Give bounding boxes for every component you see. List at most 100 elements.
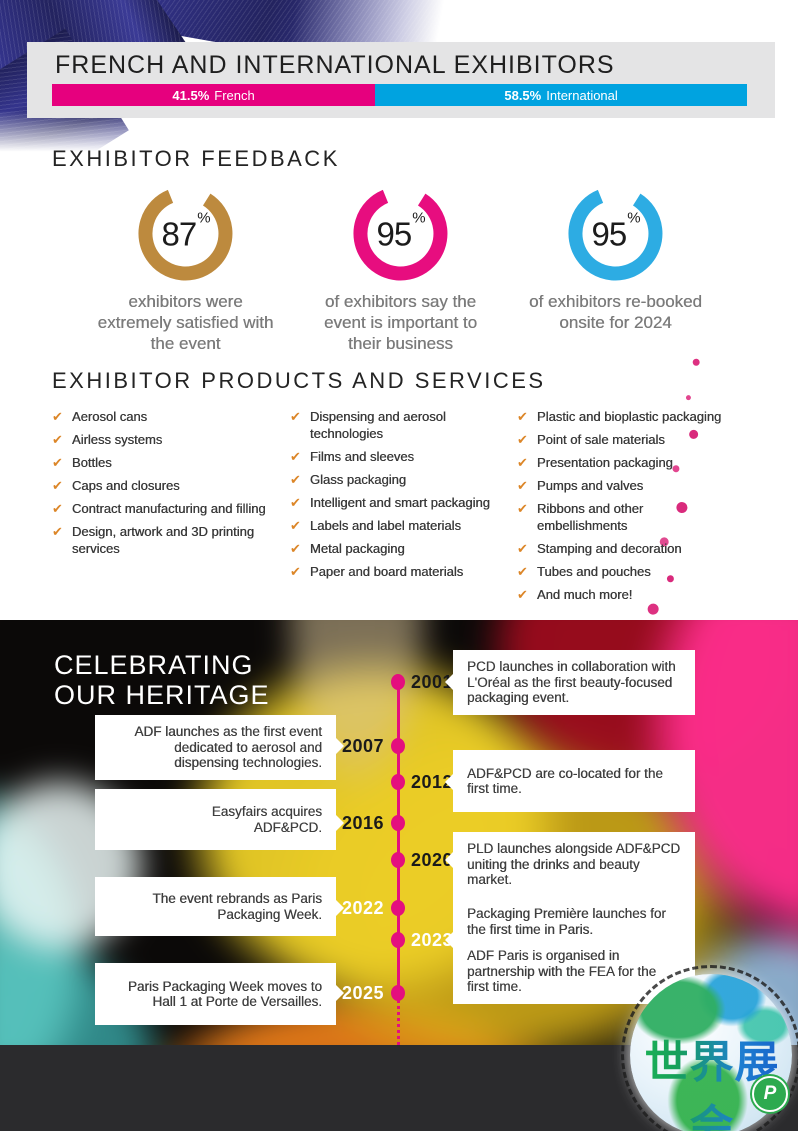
watermark-text: 世界展会 [624, 1026, 798, 1131]
product-label: Contract manufacturing and filling [71, 501, 266, 516]
timeline-event-box-2025: Paris Packaging Week moves to Hall 1 at … [95, 963, 344, 1025]
event-text: ADF&PCD are co-located for the first tim… [467, 765, 663, 797]
international-label: International [546, 87, 618, 103]
timeline-event-box-2001: PCD launches in collaboration with L'Oré… [445, 650, 695, 715]
product-label: Tubes and pouches [536, 564, 651, 579]
donut-chart-icon [568, 189, 663, 281]
french-label: French [214, 87, 255, 103]
product-item: ✔ Presentation packaging [517, 454, 765, 471]
product-item: ✔ Metal packaging [290, 540, 517, 557]
product-item: ✔ Pumps and valves [517, 477, 765, 494]
product-label: Ribbons and other embellishments [536, 501, 644, 533]
products-column-2: ✔ Dispensing and aerosol technologies ✔ Fi… [290, 408, 517, 609]
check-icon: ✔ [290, 541, 301, 556]
donut-ring: 95% [568, 186, 663, 281]
product-label: Pumps and valves [536, 478, 644, 493]
product-label: Plastic and bioplastic packaging [536, 409, 722, 424]
product-label: Stamping and decoration [536, 541, 682, 556]
products-title: EXHIBITOR PRODUCTS AND SERVICES [52, 368, 546, 393]
product-label: Dispensing and aerosol technologies [309, 409, 446, 441]
check-icon: ✔ [517, 564, 528, 579]
check-icon: ✔ [290, 495, 301, 510]
feedback-section: EXHIBITOR FEEDBACK 87% exhibitors were e… [0, 146, 798, 354]
timeline-year: 2001 [411, 672, 454, 692]
bar-segment-french: 41.5% French [52, 84, 376, 106]
timeline-dot [391, 774, 405, 790]
check-icon: ✔ [290, 564, 301, 579]
product-label: Caps and closures [71, 478, 180, 493]
check-icon: ✔ [517, 587, 528, 602]
french-percentage: 41.5% [172, 87, 210, 103]
check-icon: ✔ [290, 472, 301, 487]
timeline-dot [391, 738, 405, 754]
donut-arc [568, 189, 663, 281]
timeline-dot [391, 674, 405, 690]
timeline-event-box-2007: ADF launches as the first event dedicate… [95, 715, 344, 780]
event-text: ADF launches as the first event dedicate… [134, 724, 322, 770]
product-item: ✔ Films and sleeves [290, 448, 517, 465]
stat-value: 95% [373, 210, 428, 250]
product-label: Glass packaging [309, 472, 407, 487]
event-text: PCD launches in collaboration with L'Oré… [467, 659, 676, 705]
products-column-1: ✔ Aerosol cans ✔ Airless systems ✔ Bottles … [52, 408, 280, 609]
products-columns: ✔ Aerosol cans ✔ Airless systems ✔ Bottles … [0, 408, 798, 609]
timeline-year: 2022 [341, 898, 384, 918]
product-label: Presentation packaging [536, 455, 673, 470]
check-icon: ✔ [290, 518, 301, 533]
product-item: ✔ Point of sale materials [517, 431, 765, 448]
products-section: EXHIBITOR PRODUCTS AND SERVICES ✔ Aerosol… [0, 368, 798, 609]
stat-value: 87% [158, 210, 213, 250]
stat-caption: of exhibitors re-booked onsite for 2024 [529, 292, 702, 332]
check-icon: ✔ [290, 409, 301, 424]
stat-caption: of exhibitors say the event is important… [323, 292, 478, 353]
product-item: ✔ Tubes and pouches [517, 563, 765, 580]
product-item: ✔ Bottles [52, 454, 280, 471]
event-text: The event rebrands as Paris Packaging We… [152, 891, 322, 922]
product-item: ✔ Glass packaging [290, 471, 517, 488]
donut-ring: 95% [353, 186, 448, 281]
product-label: Bottles [71, 455, 112, 470]
heritage-section: CELEBRATING OUR HERITAGE 2001 2007 2012 … [0, 620, 798, 1045]
check-icon: ✔ [517, 409, 528, 424]
timeline-year: 2012 [411, 772, 454, 792]
check-icon: ✔ [517, 541, 528, 556]
timeline-dot [391, 852, 405, 868]
timeline-line [397, 682, 400, 993]
french-international-bar: 41.5% French 58.5% International [52, 84, 747, 106]
timeline-event-box-2022: The event rebrands as Paris Packaging We… [95, 877, 344, 936]
product-item: ✔ Design, artwork and 3D printing service… [52, 523, 280, 557]
check-icon: ✔ [52, 524, 63, 539]
donut-chart-icon [138, 189, 233, 281]
timeline-year: 2023 [411, 930, 454, 950]
feedback-stats-row: 87% exhibitors were extremely satisfied … [0, 186, 798, 354]
heritage-title: CELEBRATING OUR HERITAGE [54, 650, 270, 711]
check-icon: ✔ [52, 409, 63, 424]
products-column-3: ✔ Plastic and bioplastic packaging ✔ Point… [517, 408, 765, 609]
product-label: Paper and board materials [309, 564, 464, 579]
product-label: Labels and label materials [309, 518, 461, 533]
percent-sign: % [412, 209, 426, 226]
timeline-year: 2007 [341, 736, 384, 756]
product-item: ✔ Ribbons and other embellishments [517, 500, 765, 534]
timeline-event-box-2020: PLD launches alongside ADF&PCD uniting t… [445, 832, 695, 897]
percent-sign: % [627, 209, 641, 226]
check-icon: ✔ [52, 501, 63, 516]
bar-segment-international: 58.5% International [375, 84, 747, 106]
timeline-year: 2025 [341, 983, 384, 1003]
check-icon: ✔ [517, 455, 528, 470]
timeline-dot [391, 932, 405, 948]
product-label: Design, artwork and 3D printing services [71, 524, 254, 556]
event-text: PLD launches alongside ADF&PCD uniting t… [467, 841, 681, 887]
timeline-dot [391, 815, 405, 831]
product-label: Airless systems [71, 432, 163, 447]
product-label: Metal packaging [309, 541, 405, 556]
feedback-title: EXHIBITOR FEEDBACK [52, 146, 340, 171]
stat-important: 95% of exhibitors say the event is impor… [293, 186, 508, 354]
check-icon: ✔ [517, 501, 528, 516]
watermark-badge: P [752, 1076, 788, 1112]
product-item: ✔ Intelligent and smart packaging [290, 494, 517, 511]
percent-sign: % [197, 209, 211, 226]
product-item: ✔ Airless systems [52, 431, 280, 448]
product-item: ✔ Contract manufacturing and filling [52, 500, 280, 517]
